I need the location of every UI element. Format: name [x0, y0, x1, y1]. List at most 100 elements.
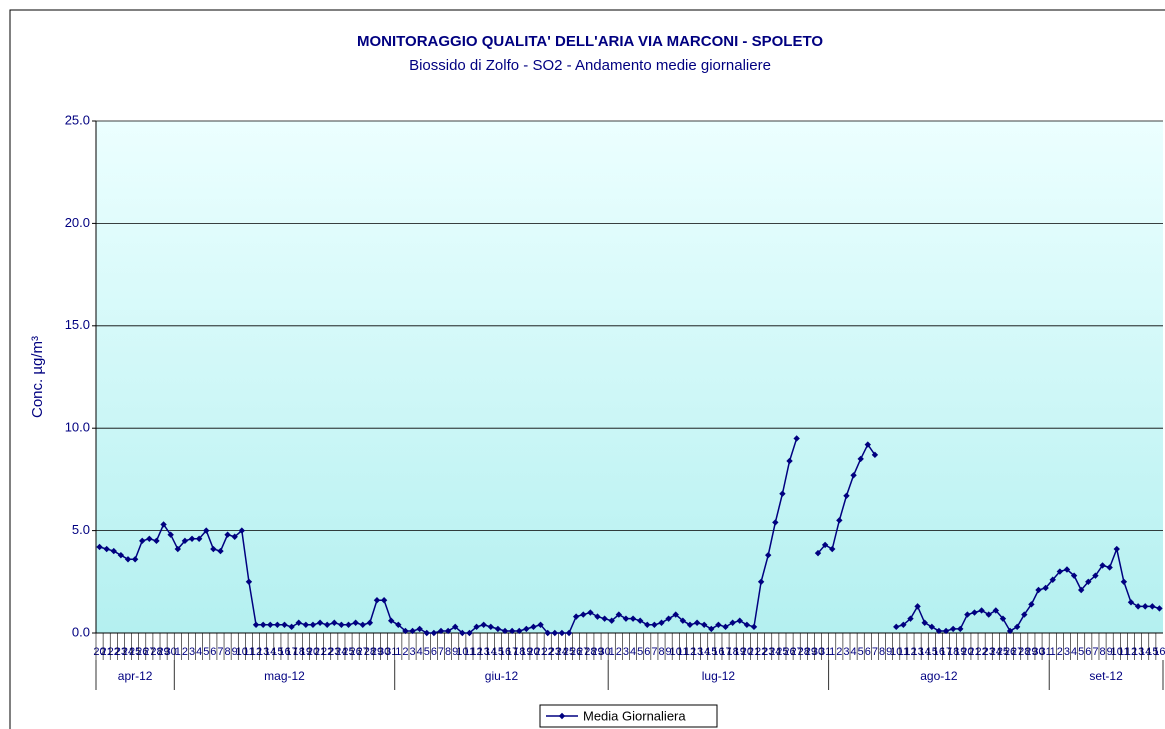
marker	[231, 533, 238, 540]
marker	[572, 613, 580, 620]
x-tick-label: 21	[748, 646, 760, 658]
marker	[893, 623, 900, 631]
x-tick-label: 4	[417, 646, 423, 658]
marker	[971, 609, 978, 616]
marker	[167, 531, 174, 538]
marker	[900, 621, 907, 629]
x-tick-label: 8	[879, 646, 885, 658]
marker	[210, 545, 217, 553]
x-tick-label: 19	[300, 646, 312, 658]
x-tick-label: 18	[727, 646, 739, 658]
x-tick-label: 20	[961, 646, 973, 658]
x-tick-label: 29	[371, 646, 383, 658]
x-tick-label: 23	[549, 646, 561, 658]
x-tick-label: 28	[584, 646, 596, 658]
x-group-label: ago-12	[920, 669, 958, 683]
x-tick-label: 24	[769, 646, 781, 658]
marker	[181, 537, 189, 545]
x-tick-label: 15	[492, 646, 504, 658]
x-tick-label: 24	[122, 646, 134, 658]
x-tick-label: 25	[563, 646, 575, 658]
x-tick-label: 9	[232, 646, 238, 658]
y-tick-label: 25.0	[65, 112, 90, 127]
x-tick-label: 3	[843, 646, 849, 658]
x-tick-label: 23	[328, 646, 340, 658]
x-tick-label: 1	[175, 646, 181, 658]
marker	[380, 597, 388, 604]
marker	[1049, 576, 1056, 583]
marker	[999, 615, 1007, 622]
x-tick-label: 9	[886, 646, 892, 658]
marker	[195, 535, 203, 542]
marker	[1056, 568, 1064, 575]
x-tick-label: 24	[335, 646, 347, 658]
x-tick-label: 1	[1050, 646, 1056, 658]
marker	[715, 621, 722, 629]
x-tick-label: 6	[431, 646, 437, 658]
marker	[651, 621, 658, 629]
marker	[957, 625, 964, 633]
marker	[608, 617, 615, 624]
x-tick-label: 28	[150, 646, 162, 658]
marker	[850, 472, 857, 479]
x-tick-label: 23	[115, 646, 127, 658]
x-tick-label: 7	[438, 646, 444, 658]
x-tick-label: 7	[1092, 646, 1098, 658]
x-tick-label: 28	[364, 646, 376, 658]
marker	[772, 519, 779, 526]
x-tick-label: 9	[666, 646, 672, 658]
x-tick-label: 7	[651, 646, 657, 658]
marker	[160, 521, 167, 528]
marker	[252, 621, 260, 629]
marker	[992, 607, 1000, 614]
marker	[722, 623, 729, 631]
x-tick-label: 22	[542, 646, 554, 658]
marker	[508, 627, 516, 635]
marker	[516, 627, 523, 635]
marker	[501, 627, 509, 635]
x-tick-label: 24	[990, 646, 1002, 658]
x-tick-label: 26	[350, 646, 362, 658]
marker	[928, 623, 936, 631]
marker	[309, 621, 317, 629]
x-tick-label: 15	[1146, 646, 1158, 658]
marker	[1021, 611, 1028, 618]
marker	[786, 457, 793, 465]
x-tick-label: 6	[1085, 646, 1091, 658]
marker	[1035, 586, 1042, 594]
marker	[537, 621, 544, 629]
marker	[985, 611, 992, 618]
x-tick-label: 13	[911, 646, 923, 658]
marker	[402, 627, 409, 635]
x-tick-label: 21	[314, 646, 326, 658]
x-tick-label: 12	[250, 646, 262, 658]
x-tick-label: 12	[684, 646, 696, 658]
marker	[295, 619, 302, 626]
marker	[743, 621, 751, 629]
marker	[665, 615, 672, 622]
x-tick-label: 3	[623, 646, 629, 658]
marker	[1077, 586, 1085, 594]
x-tick-label: 3	[189, 646, 195, 658]
marker	[131, 556, 139, 563]
marker	[423, 629, 430, 637]
marker	[1127, 599, 1135, 606]
x-group-label: set-12	[1089, 669, 1123, 683]
marker	[345, 621, 352, 629]
x-tick-label: 15	[926, 646, 938, 658]
x-tick-label: 10	[456, 646, 468, 658]
marker	[1028, 601, 1035, 608]
marker	[452, 623, 459, 631]
marker	[679, 617, 687, 624]
y-tick-label: 15.0	[65, 317, 90, 332]
x-tick-label: 2	[402, 646, 408, 658]
x-tick-label: 23	[762, 646, 774, 658]
marker	[146, 535, 153, 542]
x-tick-label: 14	[919, 646, 931, 658]
x-tick-label: 17	[285, 646, 297, 658]
marker	[110, 547, 117, 555]
x-tick-label: 2	[1057, 646, 1063, 658]
marker	[693, 619, 701, 626]
x-tick-label: 8	[1099, 646, 1105, 658]
x-tick-label: 21	[534, 646, 546, 658]
